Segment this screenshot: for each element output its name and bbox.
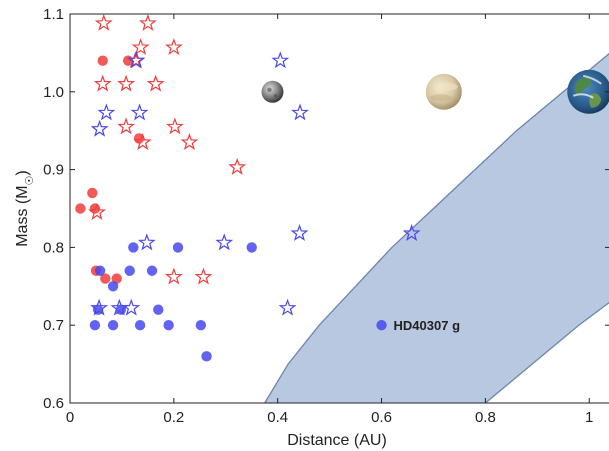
blue-circle-point (94, 265, 106, 276)
mercury-crater (273, 94, 278, 98)
planet-icons-layer (261, 69, 609, 114)
blue-star-point (278, 298, 297, 316)
blue-star-point (90, 298, 108, 316)
y-tick-label: 0.7 (43, 317, 64, 334)
red-star-point (228, 157, 247, 175)
red-circle-point (97, 55, 108, 66)
blue-circle-point (146, 265, 158, 276)
y-axis-label: Mass (M☉) (14, 170, 36, 247)
x-tick-label: 0.2 (163, 409, 184, 426)
earth-icon (567, 69, 609, 114)
earth-landmass (574, 77, 591, 96)
habitable-zone-band (264, 53, 609, 403)
blue-circle-point (107, 281, 119, 292)
mercury-crater (267, 87, 272, 93)
mercury-icon (261, 80, 284, 103)
x-axis-label: Distance (AU) (287, 432, 387, 449)
annotation-label: HD40307 g (394, 318, 461, 333)
red-star-point (164, 267, 183, 285)
venus-disc (425, 73, 462, 110)
blue-star-point (90, 119, 109, 137)
blue-circle-point (89, 320, 101, 331)
blue-circle-point (128, 242, 139, 253)
y-tick-label: 0.6 (43, 395, 64, 412)
blue-star-point (137, 233, 156, 251)
red-circle-point (111, 273, 122, 284)
blue-star-point (130, 103, 149, 121)
blue-circle-point (163, 320, 174, 331)
blue-circle-point (376, 320, 387, 331)
red-star-point (117, 117, 135, 135)
earth-cloud (583, 74, 602, 85)
x-tick-label: 1 (585, 409, 593, 426)
red-star-point (94, 14, 113, 31)
red-star-point (165, 117, 184, 135)
blue-star-point (122, 298, 141, 316)
blue-star-point (271, 51, 290, 69)
x-tick-label: 0.6 (371, 409, 392, 426)
red-star-point (117, 74, 135, 92)
y-tick-label: 0.8 (43, 239, 64, 256)
blue-star-point (290, 224, 309, 241)
red-circle-point (100, 273, 111, 284)
axes (69, 13, 609, 404)
red-star-point (133, 132, 152, 150)
plot-frame (69, 13, 609, 404)
y-tick-label: 0.9 (43, 162, 64, 179)
blue-star-point (402, 224, 421, 241)
blue-circle-point (246, 242, 257, 253)
habitable-zone-outer-edge (484, 301, 609, 403)
venus-cloud-band (433, 82, 458, 91)
blue-circle-point (134, 320, 146, 331)
blue-star-point (97, 103, 116, 121)
venus-cloud-band (429, 94, 452, 102)
blue-circle-point (195, 320, 207, 331)
blue-circle-point (172, 242, 184, 253)
blue-circle-point (153, 304, 164, 315)
x-tick-label: 0.8 (475, 409, 496, 426)
data-points-layer (75, 14, 421, 362)
red-star-point (194, 267, 213, 285)
habitable-zone-layer (264, 52, 609, 403)
red-star-point (88, 203, 106, 220)
labels-layer: 0 0.2 0.4 0.6 0.8 1 0.6 0.7 0.8 0.9 1.0 1.1 Distance… (14, 6, 593, 449)
red-star-point (131, 38, 150, 56)
red-star-point (180, 132, 199, 150)
x-tick-label: 0.4 (267, 409, 288, 426)
y-tick-label: 1.1 (43, 6, 64, 23)
red-star-point (138, 14, 157, 31)
y-tick-label: 1.0 (43, 84, 64, 101)
red-star-point (93, 74, 112, 92)
blue-circle-point (201, 351, 212, 362)
red-star-point (164, 38, 183, 56)
x-tick-label: 0 (66, 409, 74, 426)
blue-star-point (291, 103, 309, 121)
blue-circle-point (107, 320, 119, 331)
red-star-point (146, 74, 165, 92)
earth-cloud (572, 93, 594, 99)
blue-circle-point (124, 265, 135, 276)
mercury-disc (261, 80, 284, 103)
blue-star-point (215, 233, 234, 251)
venus-icon (425, 73, 462, 110)
red-circle-point (87, 187, 98, 199)
blue-star-point (127, 51, 146, 69)
red-circle-point (75, 203, 86, 214)
